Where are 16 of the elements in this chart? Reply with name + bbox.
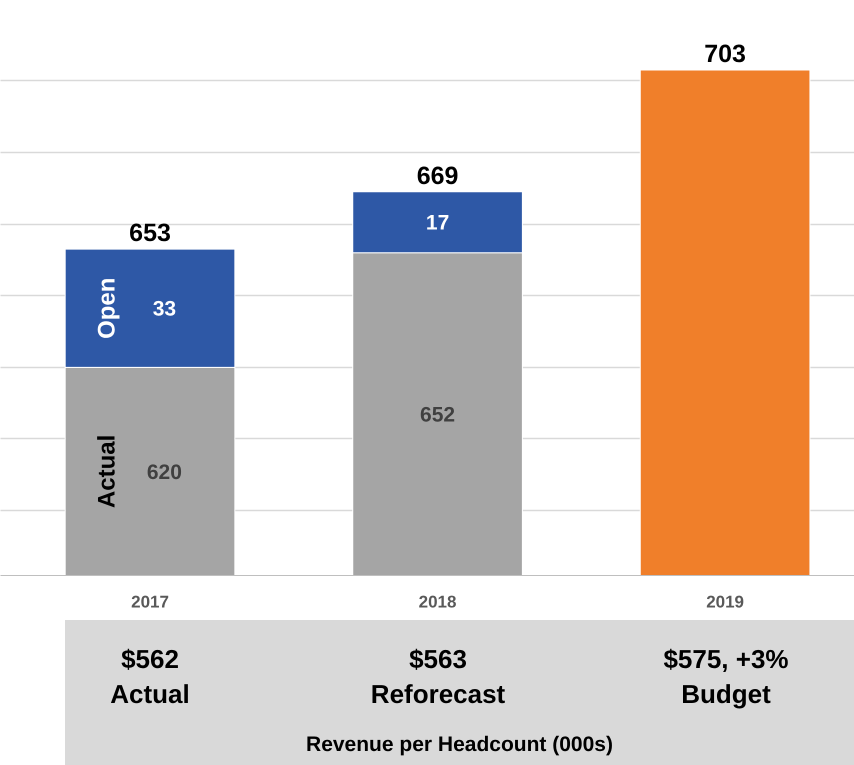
annotation: $563 Reforecast [370,643,506,712]
annotation: $562 Actual [109,643,191,712]
annotation: Revenue per Headcount (000s) [305,732,614,758]
data-label: 620 [146,460,182,484]
series-label: Actual [93,434,120,508]
data-label: 17 [426,212,450,235]
total-label: 653 [129,219,171,248]
x-tick-label: 2019 [706,592,744,612]
data-label: 33 [152,298,176,321]
total-label: 703 [704,40,746,68]
data-label: 652 [420,404,456,427]
x-tick-label: 2017 [131,592,169,612]
total-label: 669 [416,162,458,190]
series-label: Open [93,278,120,339]
x-tick-label: 2018 [418,592,456,612]
annotation: $575, +3% Budget [662,643,790,712]
